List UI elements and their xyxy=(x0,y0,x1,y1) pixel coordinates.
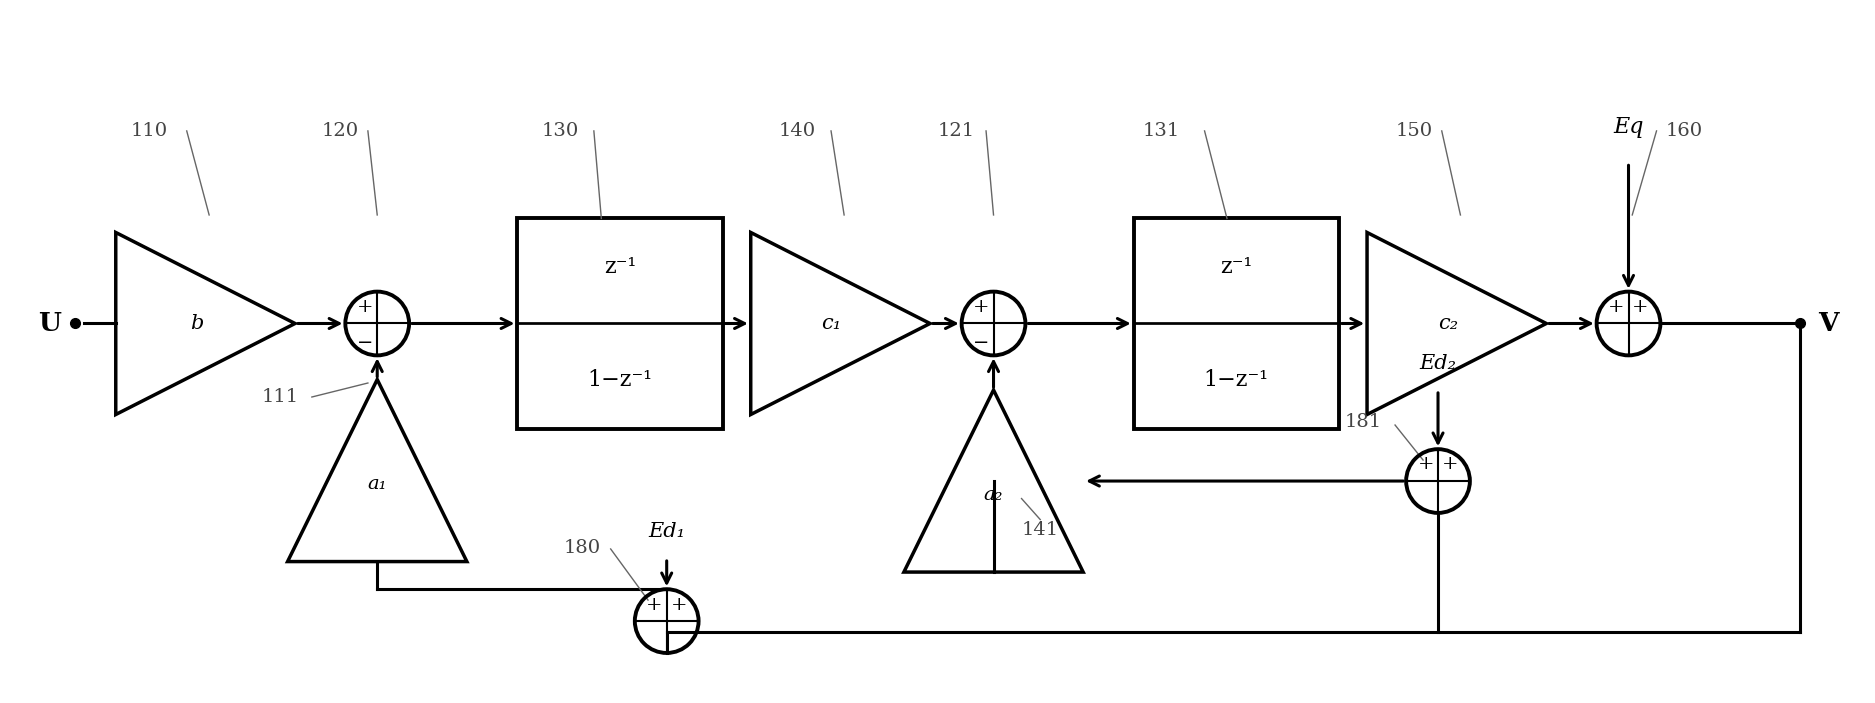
Text: Ed₂: Ed₂ xyxy=(1419,354,1457,373)
Text: U: U xyxy=(38,311,62,336)
Text: +: + xyxy=(1609,298,1624,316)
Text: 121: 121 xyxy=(938,122,975,140)
Text: 1−z⁻¹: 1−z⁻¹ xyxy=(587,369,652,391)
Text: c₁: c₁ xyxy=(821,314,842,333)
Text: z⁻¹: z⁻¹ xyxy=(604,256,636,278)
Text: 110: 110 xyxy=(131,122,169,140)
Text: 111: 111 xyxy=(261,388,298,406)
Text: 180: 180 xyxy=(564,538,602,557)
Text: 160: 160 xyxy=(1667,122,1702,140)
Text: Ed₁: Ed₁ xyxy=(649,522,684,541)
Text: +: + xyxy=(973,298,990,316)
Text: V: V xyxy=(1819,311,1839,336)
Text: 120: 120 xyxy=(321,122,358,140)
Text: a₁: a₁ xyxy=(368,475,386,494)
Text: 141: 141 xyxy=(1022,521,1059,539)
Text: −: − xyxy=(973,334,990,352)
Text: Eq: Eq xyxy=(1612,116,1644,138)
Text: 131: 131 xyxy=(1144,122,1179,140)
Text: 140: 140 xyxy=(778,122,816,140)
Text: b: b xyxy=(189,314,202,333)
Text: 130: 130 xyxy=(542,122,579,140)
Bar xyxy=(1134,219,1339,429)
Text: 150: 150 xyxy=(1395,122,1432,140)
Text: +: + xyxy=(1418,456,1434,473)
Text: +: + xyxy=(356,298,373,316)
Text: +: + xyxy=(1633,298,1648,316)
Text: −: − xyxy=(356,334,373,352)
Bar xyxy=(518,219,722,429)
Text: 181: 181 xyxy=(1344,413,1382,430)
Text: a₂: a₂ xyxy=(984,486,1003,503)
Text: 1−z⁻¹: 1−z⁻¹ xyxy=(1204,369,1269,391)
Text: +: + xyxy=(1442,456,1459,473)
Text: c₂: c₂ xyxy=(1438,314,1457,333)
Text: +: + xyxy=(647,595,664,614)
Text: z⁻¹: z⁻¹ xyxy=(1221,256,1252,278)
Text: +: + xyxy=(671,595,686,614)
